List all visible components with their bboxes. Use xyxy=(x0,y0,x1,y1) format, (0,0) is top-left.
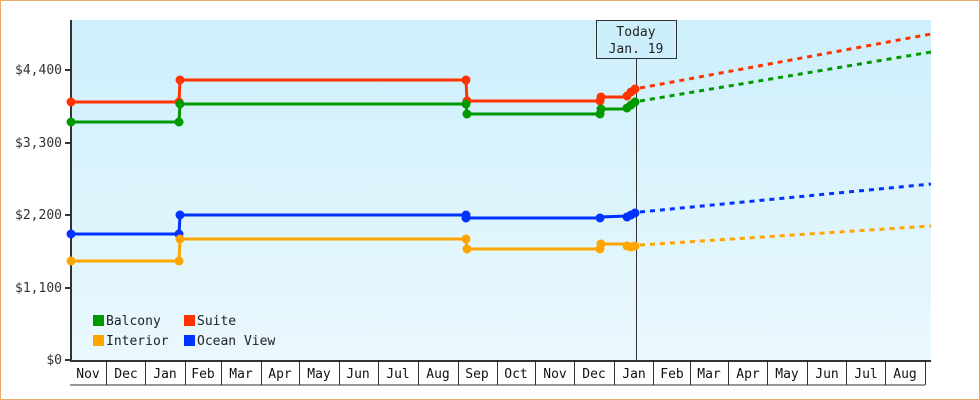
legend-label: Suite xyxy=(197,314,236,329)
legend-swatch-icon xyxy=(184,335,195,346)
x-tick-label: Jun xyxy=(346,367,369,382)
plot-area xyxy=(71,20,931,360)
today-label: Today xyxy=(616,25,655,40)
x-tick-label: May xyxy=(307,367,331,382)
x-tick-label: Nov xyxy=(543,367,567,382)
legend: Balcony Suite Interior Ocean View xyxy=(93,314,275,349)
legend-item-interior[interactable]: Interior xyxy=(93,334,169,349)
x-tick-label: Mar xyxy=(697,367,721,382)
legend-item-suite[interactable]: Suite xyxy=(184,314,236,329)
legend-label: Balcony xyxy=(106,314,161,329)
x-tick-label: Sep xyxy=(465,367,489,382)
x-tick-label: Mar xyxy=(229,367,253,382)
y-tick-label: $0 xyxy=(46,353,62,368)
x-tick-labels: Nov Dec Jan Feb Mar Apr May Jun Jul Aug … xyxy=(76,367,916,382)
series-ocean-view xyxy=(66,182,932,239)
x-tick-label: Aug xyxy=(426,367,449,382)
legend-swatch-icon xyxy=(184,315,195,326)
x-tick-label: Oct xyxy=(504,367,527,382)
legend-swatch-icon xyxy=(93,335,104,346)
legend-label: Interior xyxy=(106,334,169,349)
x-tick-label: Nov xyxy=(76,367,100,382)
legend-item-balcony[interactable]: Balcony xyxy=(93,314,161,329)
y-tick-label: $1,100 xyxy=(15,281,62,296)
y-tick-label: $2,200 xyxy=(15,208,62,223)
y-tick-label: $3,300 xyxy=(15,136,62,151)
x-tick-label: Jul xyxy=(386,367,409,382)
today-label-box: Today Jan. 19 xyxy=(596,20,677,59)
x-tick-label: Jan xyxy=(153,367,176,382)
x-tick-label: Aug xyxy=(893,367,916,382)
y-tick-label: $4,400 xyxy=(15,63,62,78)
today-date: Jan. 19 xyxy=(609,42,664,57)
x-tick-label: Feb xyxy=(660,367,684,382)
x-axis xyxy=(70,360,931,386)
legend-swatch-icon xyxy=(93,315,104,326)
legend-item-ocean-view[interactable]: Ocean View xyxy=(184,334,275,349)
x-tick-label: Jan xyxy=(622,367,645,382)
x-tick-label: Feb xyxy=(191,367,215,382)
legend-label: Ocean View xyxy=(197,334,275,349)
x-tick-label: Dec xyxy=(582,367,605,382)
series-interior xyxy=(66,224,932,266)
x-tick-label: Dec xyxy=(114,367,137,382)
x-tick-label: Jul xyxy=(854,367,877,382)
series-balcony xyxy=(66,50,932,127)
x-tick-label: Jun xyxy=(815,367,838,382)
y-ticks: $4,400 $3,300 $2,200 $1,100 $0 xyxy=(15,63,71,368)
x-tick-label: May xyxy=(775,367,799,382)
x-tick-label: Apr xyxy=(736,367,760,382)
x-tick-label: Apr xyxy=(268,367,292,382)
